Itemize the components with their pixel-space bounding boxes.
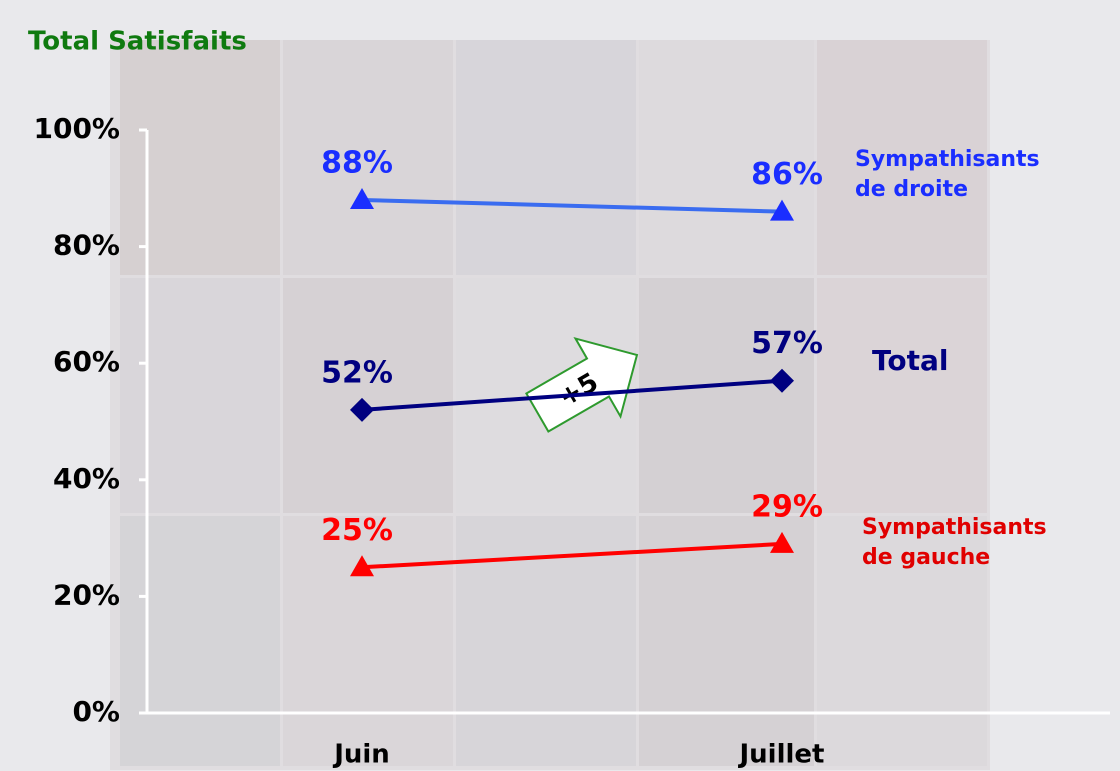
legend-label: Sympathisants de gauche — [862, 515, 1047, 570]
marker — [770, 531, 794, 553]
marker — [770, 199, 794, 221]
y-tick-label: 80% — [53, 229, 120, 262]
x-tick-label: Juin — [332, 740, 390, 770]
value-label: 88% — [321, 145, 393, 180]
chart-title: Total Satisfaits — [28, 27, 247, 57]
series-line — [361, 541, 783, 570]
marker — [350, 187, 374, 209]
annotation-arrow: +5 — [525, 336, 639, 433]
marker — [350, 397, 374, 422]
value-label: 86% — [751, 157, 823, 192]
legend-label: Total — [872, 344, 949, 377]
y-tick-label: 0% — [72, 695, 120, 728]
y-tick-label: 20% — [53, 578, 120, 611]
marker — [350, 555, 374, 577]
y-tick-label: 60% — [53, 345, 120, 378]
y-tick-label: 100% — [33, 112, 120, 145]
series-line — [361, 378, 783, 412]
x-tick-label: Juillet — [738, 740, 825, 770]
series-line — [361, 197, 783, 214]
value-label: 57% — [751, 326, 823, 361]
legend-label: Sympathisants de droite — [855, 147, 1040, 202]
value-label: 52% — [321, 355, 393, 390]
y-tick-label: 40% — [53, 462, 120, 495]
value-label: 25% — [321, 513, 393, 548]
background-photos — [110, 40, 990, 770]
value-label: 29% — [751, 489, 823, 524]
marker — [770, 368, 794, 393]
